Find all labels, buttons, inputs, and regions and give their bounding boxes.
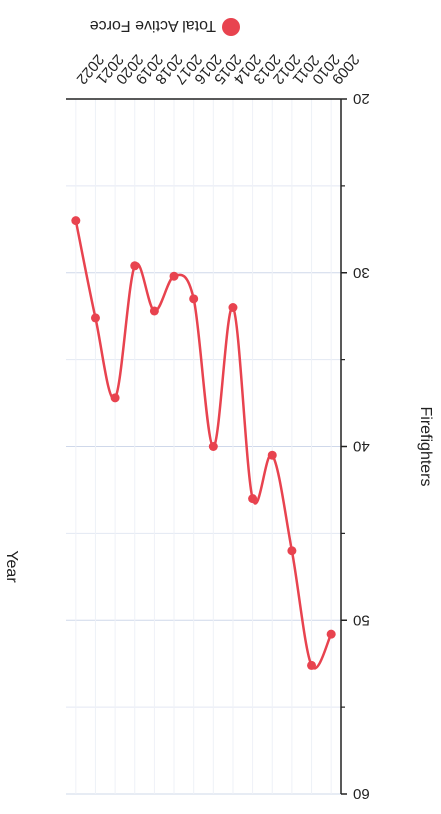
data-point-2021 bbox=[90, 313, 100, 323]
y-axis-title: Firefighters bbox=[417, 406, 434, 486]
series-line bbox=[74, 220, 333, 670]
y-tick-label: 20 bbox=[353, 90, 370, 107]
data-point-2018 bbox=[149, 306, 159, 316]
legend-marker bbox=[222, 18, 240, 36]
data-point-2019 bbox=[130, 261, 140, 271]
data-point-2020 bbox=[110, 393, 120, 403]
chart-body: 20 30 40 50 60 20092010201120122013201420152… bbox=[3, 17, 434, 802]
x-axis-title: Year bbox=[3, 550, 20, 583]
y-tick-label: 30 bbox=[353, 264, 370, 281]
data-point-2009 bbox=[326, 629, 336, 639]
gridlines bbox=[66, 98, 341, 795]
legend-label: Total Active Force bbox=[90, 17, 216, 34]
data-point-2013 bbox=[248, 494, 258, 504]
data-point-2010 bbox=[307, 660, 317, 670]
data-point-2017 bbox=[169, 271, 179, 281]
x-axis: 2009201020112012201320142015201620172018… bbox=[66, 51, 363, 100]
y-tick-label: 40 bbox=[353, 438, 370, 455]
data-point-2011 bbox=[287, 546, 297, 556]
legend: Total Active Force bbox=[90, 17, 240, 36]
data-point-2014 bbox=[228, 303, 238, 312]
data-point-2015 bbox=[208, 442, 218, 451]
y-axis: 20 30 40 50 60 bbox=[340, 90, 370, 802]
series-layer bbox=[71, 216, 336, 670]
data-point-2016 bbox=[189, 294, 199, 304]
data-point-2022 bbox=[71, 216, 81, 226]
data-point-2012 bbox=[267, 450, 277, 460]
y-tick-label: 50 bbox=[353, 611, 370, 628]
y-tick-label: 60 bbox=[353, 785, 370, 802]
